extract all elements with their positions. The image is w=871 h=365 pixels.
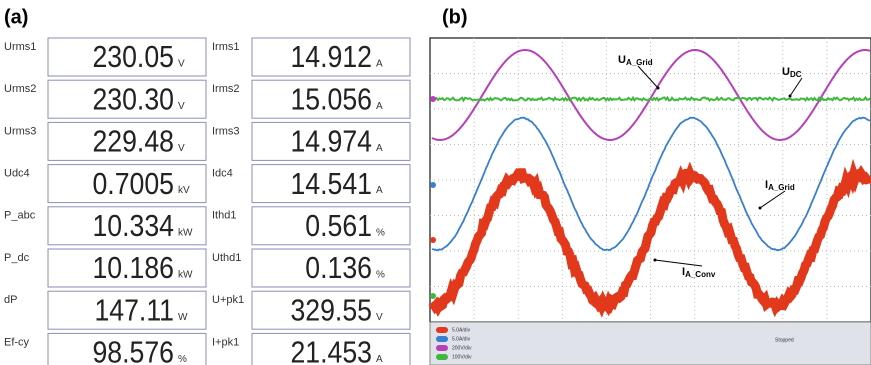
reading-unit: A	[376, 354, 383, 365]
reading-unit: %	[178, 354, 187, 365]
panel-label: (b)	[442, 6, 468, 28]
reading-value: 10.334	[92, 209, 174, 243]
reading-unit: W	[178, 312, 188, 323]
label-main: U	[782, 66, 790, 78]
power-analyzer: Urms1 230.05 V Irms1 14.912 A Urms2 230.30 V Irms…	[4, 38, 410, 365]
reading-unit: A	[376, 185, 383, 196]
channel-marker	[430, 293, 436, 299]
reading-name: P_dc	[4, 252, 30, 264]
oscilloscope: UA_GridUDCIA_GridIA_Conv5.0A/div5.0A/div…	[430, 38, 871, 365]
reading-unit: A	[376, 101, 383, 112]
reading-name: U+pk1	[212, 294, 244, 306]
reading-name: dP	[4, 294, 17, 306]
reading-value: 0.136	[305, 251, 372, 285]
channel-marker	[430, 182, 436, 188]
reading-value: 14.912	[290, 40, 372, 74]
reading-unit: A	[376, 59, 383, 70]
label-sub: A_Conv	[685, 270, 716, 279]
reading-unit: V	[376, 312, 383, 323]
status-text: Stopped	[775, 337, 794, 343]
arrow-head	[759, 207, 762, 210]
figure: (a) (b) Urms1 230.05 V Irms1 14.912 A Urms2 230…	[0, 0, 871, 365]
reading-name: Uthd1	[212, 252, 241, 264]
status-text: 100V/div	[452, 354, 472, 360]
arrow-head	[789, 95, 792, 98]
reading-name: Urms2	[4, 83, 36, 95]
reading-value: 0.7005	[92, 167, 174, 201]
reading-name: Idc4	[212, 168, 233, 180]
panel-label: (a)	[4, 6, 28, 28]
channel-marker	[430, 237, 436, 243]
label-sub: A_Grid	[626, 58, 653, 67]
reading-name: Ef-cy	[4, 336, 30, 348]
reading-unit: V	[178, 59, 185, 70]
status-text: 200V/div	[452, 345, 472, 351]
arrow-head	[657, 87, 660, 90]
reading-value: 21.453	[290, 336, 372, 365]
reading-value: 10.186	[92, 251, 174, 285]
reading-name: Ithd1	[212, 210, 236, 222]
reading-value: 15.056	[290, 83, 372, 117]
reading-value: 14.974	[290, 125, 372, 159]
reading-unit: kW	[178, 270, 193, 281]
reading-value: 14.541	[290, 167, 372, 201]
reading-unit: kW	[178, 227, 193, 238]
reading-name: Urms3	[4, 125, 36, 137]
reading-unit: kV	[178, 185, 190, 196]
reading-name: I+pk1	[212, 336, 239, 348]
status-text: 5.0A/div	[452, 336, 471, 342]
channel-marker	[430, 96, 436, 102]
channel-chip	[436, 354, 448, 360]
reading-value: 230.05	[92, 40, 174, 74]
channel-chip	[436, 345, 448, 351]
reading-value: 229.48	[92, 125, 174, 159]
reading-unit: V	[178, 143, 185, 154]
reading-value: 0.561	[305, 209, 372, 243]
status-bar	[430, 322, 871, 365]
reading-unit: %	[376, 270, 385, 281]
label-sub: A_Grid	[768, 183, 795, 192]
reading-unit: %	[376, 227, 385, 238]
channel-chip	[436, 336, 448, 342]
reading-name: Urms1	[4, 41, 36, 53]
reading-unit: A	[376, 143, 383, 154]
reading-value: 329.55	[290, 294, 372, 328]
status-text: 5.0A/div	[452, 327, 471, 333]
reading-value: 98.576	[92, 336, 174, 365]
reading-name: P_abc	[4, 210, 36, 222]
channel-chip	[436, 327, 448, 333]
label-main: U	[618, 54, 626, 66]
reading-name: Irms1	[212, 41, 240, 53]
reading-name: Udc4	[4, 168, 30, 180]
reading-unit: V	[178, 101, 185, 112]
reading-name: Irms3	[212, 125, 240, 137]
arrow-head	[654, 259, 657, 262]
reading-value: 147.11	[94, 294, 174, 328]
reading-name: Irms2	[212, 83, 240, 95]
reading-value: 230.30	[92, 83, 174, 117]
label-sub: DC	[790, 70, 802, 79]
